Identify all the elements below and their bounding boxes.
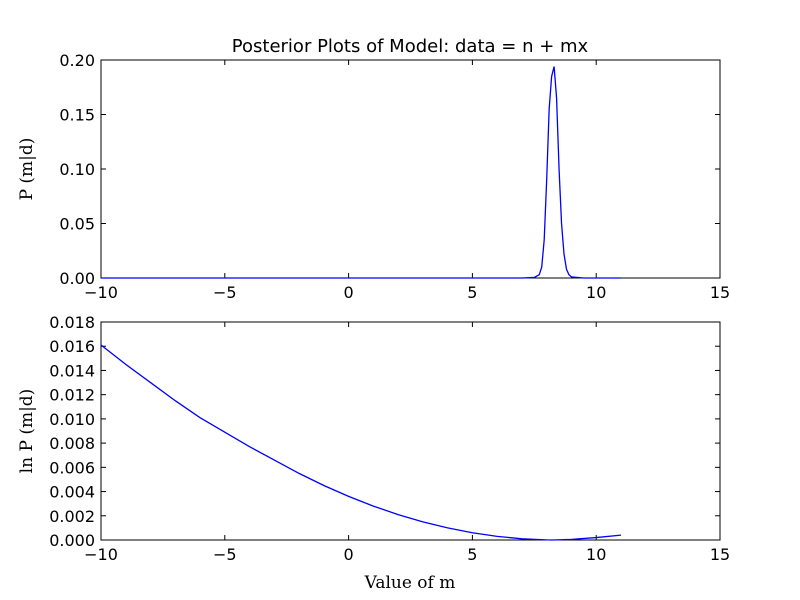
top-y-ticks: 0.00 0.05 0.10 0.15 0.20 (59, 51, 720, 288)
top-y-tick-label: 0.20 (59, 51, 95, 70)
top-x-tick-label: 10 (586, 283, 606, 302)
bottom-y-tick-label: 0.002 (49, 507, 95, 526)
top-panel: Posterior Plots of Model: data = n + mx … (17, 36, 730, 302)
top-x-tick-label: −10 (84, 283, 118, 302)
bottom-x-tick-label: 15 (710, 545, 730, 564)
top-y-tick-label: 0.05 (59, 215, 95, 234)
bottom-y-ticks: 0.000 0.002 0.004 0.006 0.008 0.010 0.012 0.014… (49, 313, 720, 550)
bottom-series-line (100, 344, 622, 541)
top-series-line (101, 66, 621, 279)
bottom-y-tick-label: 0.006 (49, 458, 95, 477)
bottom-x-tick-label: 5 (467, 545, 477, 564)
chart-title: Posterior Plots of Model: data = n + mx (232, 36, 589, 57)
bottom-y-tick-label: 0.010 (49, 410, 95, 429)
top-x-tick-label: 0 (344, 283, 354, 302)
top-x-ticks: −10 −5 0 5 10 15 (84, 60, 730, 302)
top-plot-frame (100, 59, 721, 279)
bottom-x-tick-label: 0 (344, 545, 354, 564)
top-y-tick-label: 0.15 (59, 106, 95, 125)
top-x-tick-label: 15 (710, 283, 730, 302)
top-y-tick-label: 0.10 (59, 160, 95, 179)
bottom-x-tick-label: −5 (213, 545, 237, 564)
top-y-tick-label: 0.00 (59, 269, 95, 288)
bottom-ylabel: ln P (m|d) (17, 389, 37, 474)
bottom-y-tick-label: 0.012 (49, 386, 95, 405)
bottom-x-ticks: −10 −5 0 5 10 15 (84, 322, 730, 564)
bottom-plot-frame (100, 321, 721, 541)
top-x-tick-label: 5 (467, 283, 477, 302)
bottom-y-tick-label: 0.018 (49, 313, 95, 332)
top-x-tick-label: −5 (213, 283, 237, 302)
bottom-xlabel: Value of m (364, 573, 456, 593)
top-ylabel: P (m|d) (17, 138, 37, 201)
bottom-x-tick-label: 10 (586, 545, 606, 564)
bottom-y-tick-label: 0.008 (49, 434, 95, 453)
bottom-y-tick-label: 0.014 (49, 361, 95, 380)
bottom-y-tick-label: 0.016 (49, 337, 95, 356)
bottom-y-tick-label: 0.004 (49, 483, 95, 502)
bottom-x-tick-label: −10 (84, 545, 118, 564)
bottom-y-tick-label: 0.000 (49, 531, 95, 550)
bottom-panel: ln P (m|d) Value of m −10 −5 0 5 10 15 0.0000… (17, 313, 730, 593)
